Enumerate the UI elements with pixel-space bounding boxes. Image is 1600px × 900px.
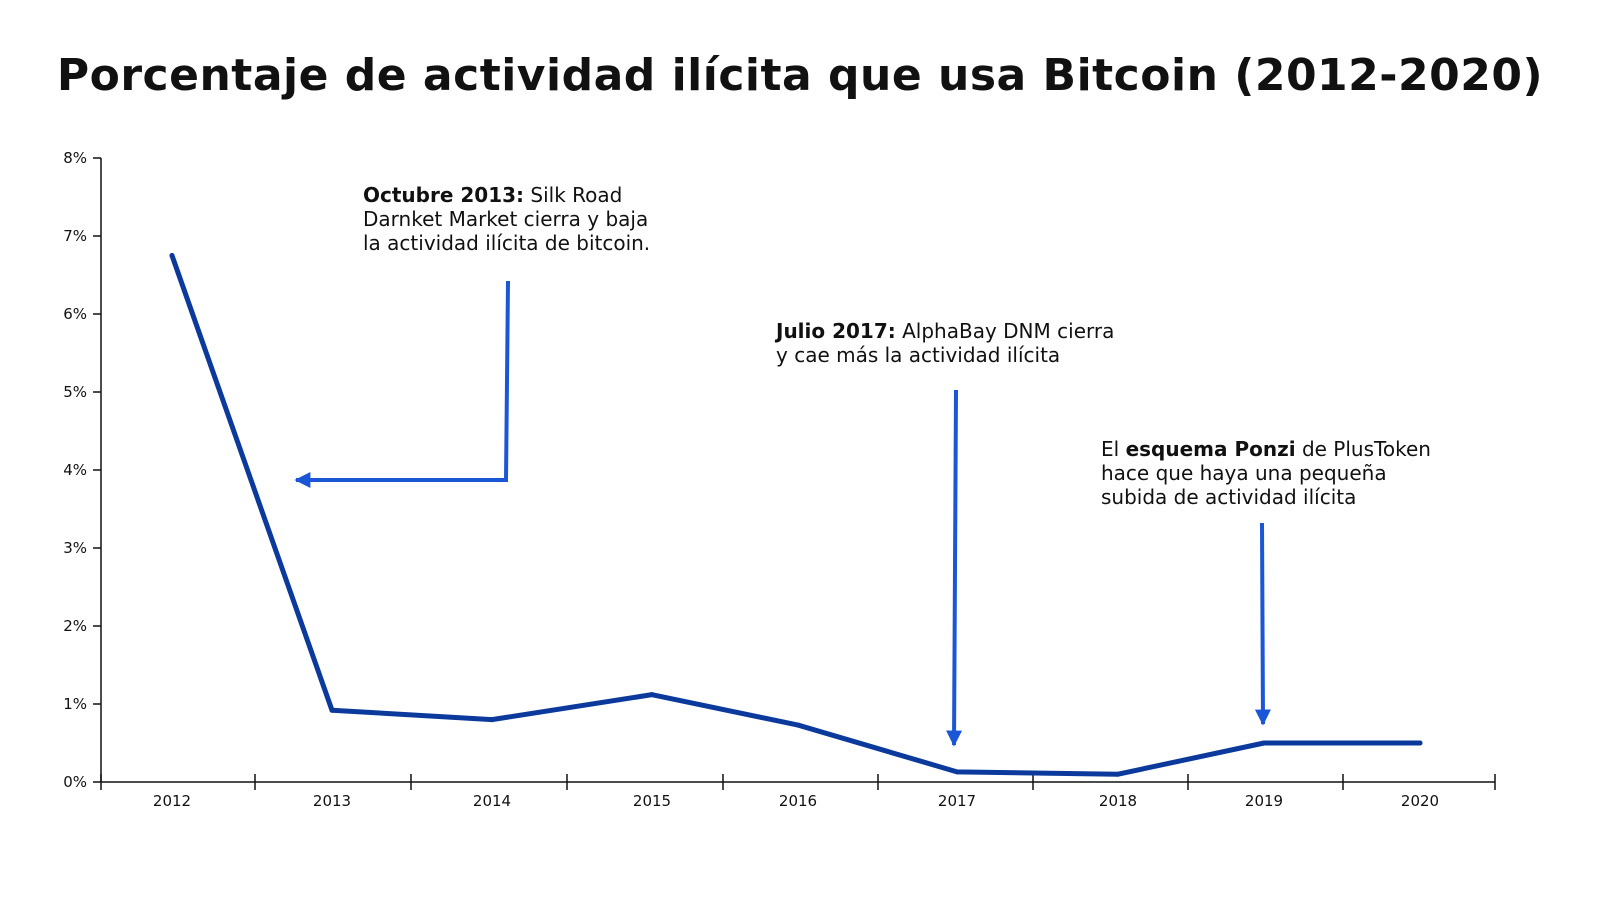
x-tick-label: 2018 xyxy=(1099,792,1137,810)
x-tick-label: 2013 xyxy=(313,792,351,810)
data-point xyxy=(329,707,335,713)
chart-title: Porcentaje de actividad ilícita que usa … xyxy=(56,50,1544,101)
annotation-alphabay-bold: Julio 2017: xyxy=(776,319,896,343)
annotation-silk-road-bold: Octubre 2013: xyxy=(363,183,525,207)
data-point xyxy=(795,722,801,728)
y-tick-label: 1% xyxy=(63,695,87,713)
annotation-silk-road-line3: la actividad ilícita de bitcoin. xyxy=(363,231,651,255)
annotation-plustoken-line1: de PlusToken xyxy=(1301,437,1431,461)
x-tick-label: 2020 xyxy=(1401,792,1439,810)
annotation-plustoken-bold: esquema Ponzi xyxy=(1125,437,1296,461)
x-tick-label: 2016 xyxy=(779,792,817,810)
y-tick-label: 0% xyxy=(63,773,87,791)
data-point xyxy=(1417,740,1423,746)
y-tick-label: 5% xyxy=(63,383,87,401)
annotation-plustoken: El esquema Ponzi de PlusToken hace que h… xyxy=(1101,437,1431,509)
data-point xyxy=(169,253,175,258)
annotation-plustoken-line3: subida de actividad ilícita xyxy=(1101,485,1357,509)
arrow-alphabay xyxy=(946,389,963,747)
annotation-silk-road: Octubre 2013: Silk Road Darnket Market c… xyxy=(363,183,650,255)
x-tick-label: 2014 xyxy=(473,792,511,810)
annotation-alphabay-line2: y cae más la actividad ilícita xyxy=(776,343,1061,367)
y-tick-label: 7% xyxy=(63,227,87,245)
annotation-plustoken-line2: hace que haya una pequeña xyxy=(1101,461,1387,485)
data-point xyxy=(649,692,655,698)
data-point xyxy=(489,717,495,723)
y-tick-label: 6% xyxy=(63,305,87,323)
plot-area xyxy=(169,253,1423,777)
chart-axes: 0% 1% 2% 3% 4% 5% 6% 7% 8% 2012 2013 2014 2015 2016 20… xyxy=(63,149,1496,810)
annotation-arrows xyxy=(294,280,1271,747)
x-tick-label: 2012 xyxy=(153,792,191,810)
annotation-alphabay-line1: AlphaBay DNM cierra xyxy=(902,319,1115,343)
x-tick-label: 2019 xyxy=(1245,792,1283,810)
arrow-plustoken xyxy=(1254,522,1271,726)
y-tick-label: 4% xyxy=(63,461,87,479)
arrow-silk-road xyxy=(294,280,510,488)
annotation-silk-road-line1: Silk Road xyxy=(530,183,623,207)
annotation-plustoken-prefix: El xyxy=(1101,437,1120,461)
data-point xyxy=(1115,771,1121,777)
y-tick-label: 2% xyxy=(63,617,87,635)
x-tick-label: 2015 xyxy=(633,792,671,810)
data-point xyxy=(954,769,960,775)
y-tick-label: 3% xyxy=(63,539,87,557)
annotation-silk-road-line2: Darnket Market cierra y baja xyxy=(363,207,649,231)
x-tick-label: 2017 xyxy=(938,792,976,810)
data-point xyxy=(1261,740,1267,746)
annotation-alphabay: Julio 2017: AlphaBay DNM cierra y cae má… xyxy=(776,319,1114,367)
y-tick-label: 8% xyxy=(63,149,87,167)
